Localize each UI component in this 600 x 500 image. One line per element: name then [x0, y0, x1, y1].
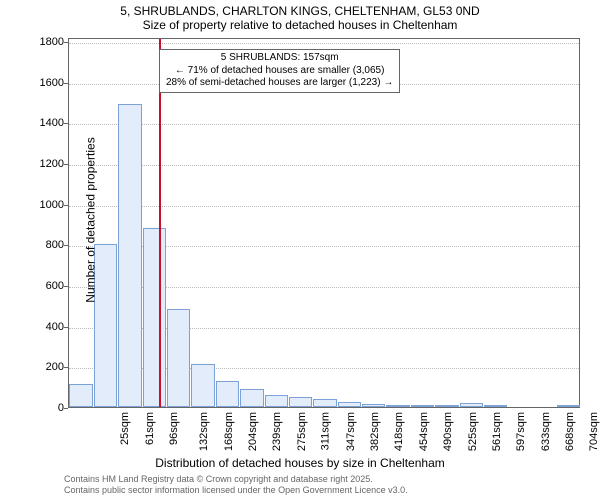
title-block: 5, SHRUBLANDS, CHARLTON KINGS, CHELTENHA… — [0, 4, 600, 32]
y-tick-mark — [64, 83, 68, 84]
y-tick-label: 1400 — [34, 117, 64, 129]
x-tick-label: 704sqm — [589, 412, 600, 451]
footnote-line-2: Contains public sector information licen… — [64, 485, 408, 496]
title-line-1: 5, SHRUBLANDS, CHARLTON KINGS, CHELTENHA… — [0, 4, 600, 18]
histogram-bar — [338, 402, 361, 407]
histogram-bar — [240, 389, 263, 407]
y-tick-label: 1600 — [34, 77, 64, 89]
x-tick-label: 490sqm — [442, 412, 454, 451]
y-tick-label: 0 — [34, 402, 64, 414]
gridline-h — [69, 43, 579, 44]
histogram-bar — [435, 405, 458, 407]
y-tick-mark — [64, 42, 68, 43]
histogram-bar — [411, 405, 434, 407]
x-tick-label: 311sqm — [320, 412, 332, 450]
gridline-h — [69, 206, 579, 207]
histogram-bar — [557, 405, 580, 407]
x-tick-label: 347sqm — [345, 412, 357, 451]
histogram-bar — [362, 404, 385, 407]
histogram-bar — [386, 405, 409, 407]
histogram-bar — [191, 364, 214, 407]
histogram-bar — [484, 405, 507, 407]
histogram-bar — [69, 384, 92, 407]
callout-line-3: 28% of semi-detached houses are larger (… — [166, 77, 393, 90]
callout-line-1: 5 SHRUBLANDS: 157sqm — [166, 52, 393, 65]
x-tick-label: 454sqm — [418, 412, 430, 451]
histogram-bar — [460, 403, 483, 407]
y-tick-mark — [64, 164, 68, 165]
histogram-bar — [289, 397, 312, 407]
y-tick-label: 1000 — [34, 199, 64, 211]
gridline-h — [69, 165, 579, 166]
x-tick-label: 168sqm — [223, 412, 235, 451]
histogram-bar — [118, 104, 141, 407]
histogram-bar — [313, 399, 336, 407]
x-tick-label: 668sqm — [564, 412, 576, 451]
y-tick-label: 800 — [34, 239, 64, 251]
y-tick-mark — [64, 367, 68, 368]
x-tick-label: 61sqm — [144, 412, 156, 445]
plot-area: 5 SHRUBLANDS: 157sqm ← 71% of detached h… — [68, 38, 580, 408]
y-tick-label: 600 — [34, 280, 64, 292]
histogram-bar — [216, 381, 239, 407]
x-tick-label: 96sqm — [168, 412, 180, 445]
title-line-2: Size of property relative to detached ho… — [0, 18, 600, 32]
histogram-bar — [167, 309, 190, 407]
x-tick-label: 239sqm — [272, 412, 284, 451]
y-tick-mark — [64, 286, 68, 287]
y-tick-label: 400 — [34, 321, 64, 333]
y-tick-mark — [64, 327, 68, 328]
callout-line-2: ← 71% of detached houses are smaller (3,… — [166, 65, 393, 78]
x-tick-label: 597sqm — [515, 412, 527, 451]
x-axis-label: Distribution of detached houses by size … — [0, 456, 600, 470]
x-tick-label: 132sqm — [198, 412, 210, 451]
footnote-line-1: Contains HM Land Registry data © Crown c… — [64, 474, 408, 485]
y-tick-label: 1200 — [34, 158, 64, 170]
x-tick-label: 275sqm — [296, 412, 308, 451]
y-tick-mark — [64, 408, 68, 409]
x-tick-label: 525sqm — [467, 412, 479, 451]
x-tick-label: 25sqm — [119, 412, 131, 445]
x-tick-label: 561sqm — [491, 412, 503, 451]
reference-line — [159, 39, 161, 407]
y-tick-mark — [64, 205, 68, 206]
callout-box: 5 SHRUBLANDS: 157sqm ← 71% of detached h… — [159, 49, 400, 93]
y-tick-label: 200 — [34, 361, 64, 373]
chart-root: 5, SHRUBLANDS, CHARLTON KINGS, CHELTENHA… — [0, 0, 600, 500]
x-tick-label: 382sqm — [369, 412, 381, 451]
x-tick-label: 204sqm — [247, 412, 259, 451]
histogram-bar — [265, 395, 288, 407]
histogram-bar — [143, 228, 166, 407]
y-axis-label: Number of detached properties — [84, 137, 98, 302]
x-tick-label: 633sqm — [540, 412, 552, 451]
footnote: Contains HM Land Registry data © Crown c… — [64, 474, 408, 496]
gridline-h — [69, 124, 579, 125]
x-tick-label: 418sqm — [394, 412, 406, 451]
y-tick-mark — [64, 123, 68, 124]
y-tick-mark — [64, 245, 68, 246]
y-tick-label: 1800 — [34, 36, 64, 48]
